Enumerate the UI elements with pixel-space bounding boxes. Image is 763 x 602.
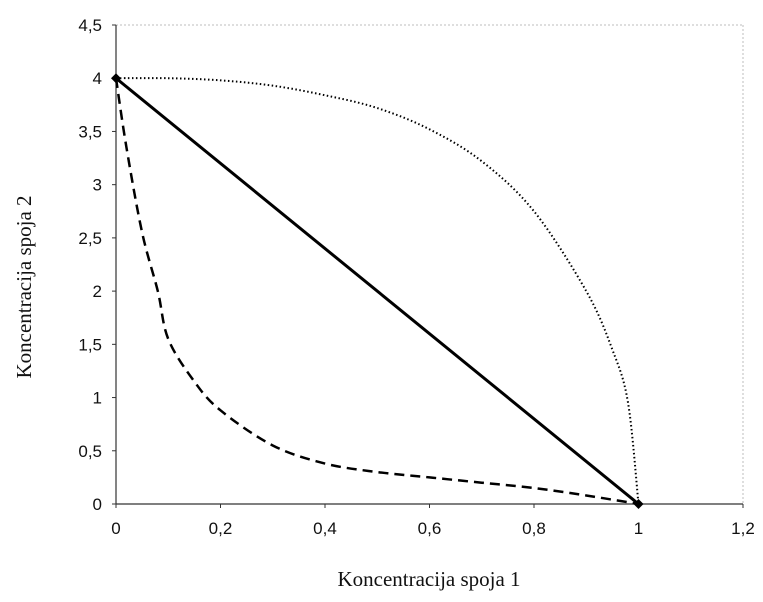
x-tick-label: 0,8 (522, 519, 546, 538)
x-tick-label: 1,2 (731, 519, 755, 538)
x-tick-label: 0,2 (209, 519, 233, 538)
y-tick-label: 1,5 (78, 335, 102, 354)
x-tick-label: 1 (634, 519, 643, 538)
marker-layer (111, 73, 644, 509)
series-solid-line (115, 77, 640, 506)
x-axis-title: Koncentracija spoja 1 (337, 567, 520, 591)
y-tick-label: 3,5 (78, 122, 102, 141)
x-tick-label: 0,4 (313, 519, 337, 538)
series-layer (114, 77, 640, 506)
y-tick-label: 4,5 (78, 16, 102, 35)
y-tick-label: 2,5 (78, 229, 102, 248)
y-tick-label: 0,5 (78, 442, 102, 461)
y-tick-label: 4 (93, 69, 102, 88)
data-point-marker (111, 73, 121, 84)
y-tick-label: 1 (93, 389, 102, 408)
y-tick-label: 3 (93, 176, 102, 195)
x-tick-label: 0 (111, 519, 120, 538)
axes (112, 24, 744, 508)
y-axis-title: Koncentracija spoja 2 (12, 195, 36, 378)
y-tick-label: 0 (93, 495, 102, 514)
series-dashed-line (114, 78, 639, 506)
y-tick-label: 2 (93, 282, 102, 301)
data-point-marker (633, 499, 644, 509)
tick-labels: 0 0,2 0,4 0,6 0,8 1 1,2 0 0,5 1 1,5 2 2,5 3 3,5 4 4,5 (78, 16, 754, 538)
x-tick-label: 0,6 (418, 519, 442, 538)
